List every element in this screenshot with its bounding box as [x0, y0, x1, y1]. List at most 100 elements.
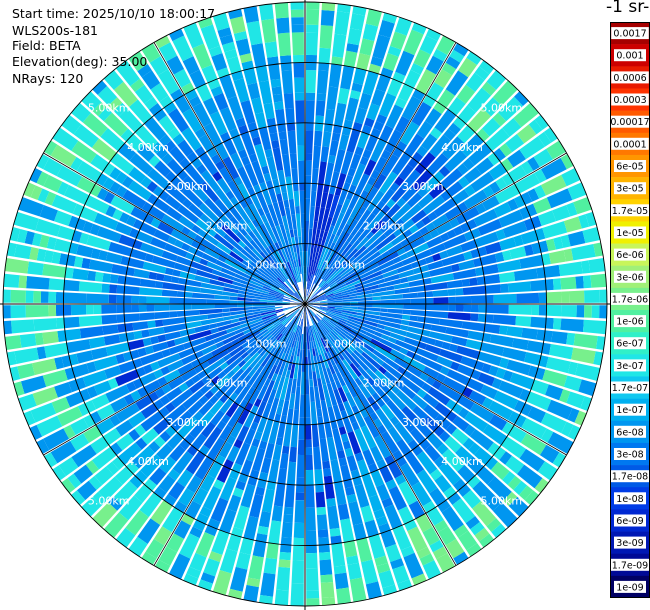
range-bin — [162, 507, 184, 533]
range-bin — [273, 320, 281, 327]
range-bin — [306, 9, 320, 25]
range-bin — [426, 432, 444, 450]
range-bin — [316, 506, 327, 516]
range-bin — [68, 242, 79, 255]
range-bin — [307, 304, 327, 313]
range-bin — [209, 111, 228, 136]
range-bin — [328, 332, 346, 351]
range-bin — [96, 404, 115, 421]
ray — [307, 304, 597, 397]
range-bin — [362, 319, 378, 328]
range-bin — [360, 270, 383, 283]
range-bin — [32, 358, 57, 376]
range-bin — [164, 195, 182, 211]
range-bin — [315, 100, 326, 117]
range-bin — [286, 289, 303, 303]
range-bin — [229, 566, 248, 592]
range-bin — [118, 108, 143, 133]
range-bin — [289, 302, 303, 304]
range-bin — [72, 203, 98, 222]
range-bin — [329, 140, 339, 157]
range-bin — [315, 484, 324, 493]
range-bin — [213, 92, 229, 111]
range-bin — [596, 336, 606, 350]
range-bin — [450, 361, 460, 371]
range-bin — [446, 229, 457, 239]
range-bin — [362, 149, 372, 159]
range-bin — [425, 310, 449, 319]
range-bin — [299, 281, 304, 297]
range-bin — [312, 332, 322, 355]
range-bin — [237, 359, 247, 368]
range-bin — [508, 304, 532, 315]
range-bin — [164, 331, 181, 341]
range-bin — [362, 338, 371, 345]
range-bin — [298, 258, 301, 267]
range-bin — [249, 493, 264, 518]
range-bin — [140, 176, 152, 188]
range-bin — [497, 259, 522, 273]
range-bin — [534, 114, 549, 130]
range-bin — [389, 415, 400, 426]
range-bin — [305, 306, 311, 319]
range-ring-label: 3.00km — [402, 416, 444, 429]
range-bin — [445, 56, 461, 70]
range-bin — [334, 102, 347, 127]
range-bin — [449, 49, 465, 63]
range-bin — [158, 190, 170, 202]
range-bin — [244, 163, 259, 187]
range-bin — [412, 405, 428, 421]
range-bin — [18, 393, 37, 412]
range-bin — [307, 281, 310, 290]
ray — [169, 28, 304, 302]
range-bin — [287, 322, 293, 330]
range-bin — [257, 384, 268, 401]
range-bin — [239, 53, 253, 64]
range-bin — [446, 245, 463, 257]
range-bin — [538, 292, 547, 304]
range-bin — [347, 318, 363, 326]
range-bin — [173, 69, 191, 88]
range-bin — [489, 414, 508, 431]
range-bin — [397, 579, 413, 591]
azimuth-line — [43, 303, 306, 456]
range-bin — [199, 213, 210, 223]
range-bin — [284, 280, 296, 293]
range-bin — [466, 378, 484, 393]
ray — [290, 307, 305, 606]
range-bin — [305, 530, 317, 554]
range-bin — [306, 285, 320, 302]
range-bin — [526, 340, 551, 355]
range-bin — [455, 206, 480, 225]
range-bin — [274, 304, 298, 308]
range-bin — [421, 215, 432, 226]
range-bin — [271, 261, 279, 269]
range-bin — [25, 305, 49, 318]
range-bin — [17, 228, 28, 244]
range-bin — [272, 93, 283, 103]
range-bin — [305, 198, 311, 222]
range-bin — [355, 285, 364, 291]
range-bin — [181, 513, 195, 526]
range-bin — [289, 244, 296, 261]
range-bin — [467, 475, 481, 489]
range-bin — [291, 560, 304, 584]
range-bin — [220, 131, 237, 156]
range-bin — [326, 86, 339, 110]
range-bin — [139, 287, 163, 296]
range-bin — [222, 353, 232, 362]
range-bin — [315, 183, 324, 207]
range-bin — [230, 368, 245, 383]
range-bin — [343, 239, 361, 259]
range-bin — [335, 380, 342, 389]
range-bin — [355, 248, 370, 262]
range-bin — [135, 437, 148, 450]
range-bin — [223, 287, 239, 294]
range-bin — [297, 439, 305, 455]
range-bin — [493, 390, 519, 410]
range-bin — [446, 279, 463, 289]
range-bin — [161, 214, 185, 232]
ray — [307, 306, 518, 528]
range-bin — [44, 342, 69, 358]
range-ring-label: 4.00km — [127, 141, 169, 154]
